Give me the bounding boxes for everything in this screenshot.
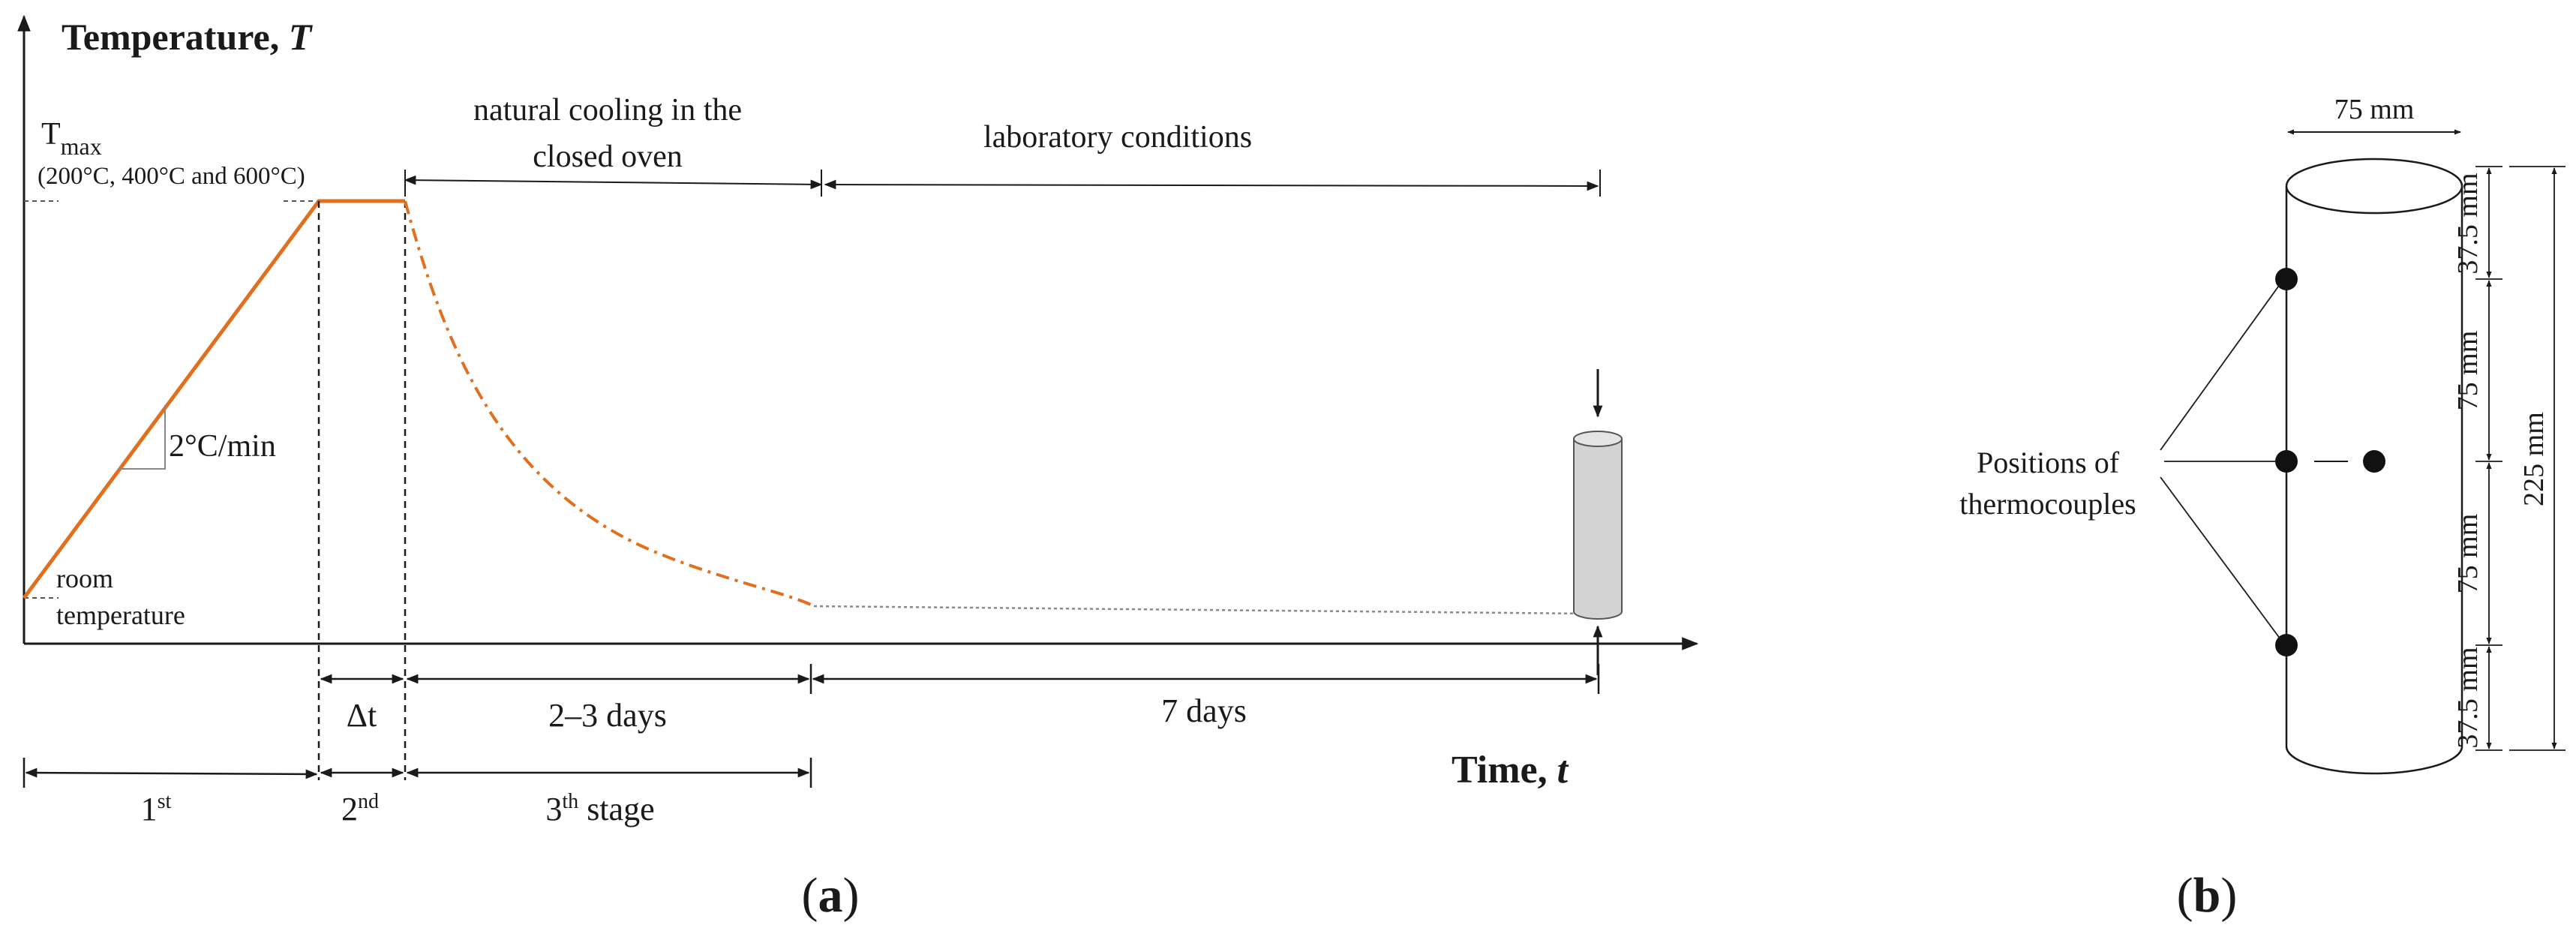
caption-a: (a) — [802, 868, 860, 923]
lab-conditions-line — [813, 605, 1591, 615]
caption-b: (b) — [2177, 868, 2238, 923]
room-temp-label: room — [56, 563, 113, 593]
lab-span-arrow — [824, 179, 1599, 191]
panel-b: 75 mm Positions of thermocouples 37.5 mm… — [1959, 94, 2565, 923]
lab-conditions-label: laboratory conditions — [983, 120, 1252, 155]
panel-a: Temperature, T Time, t Tmax (200°C, 400°… — [17, 14, 1699, 923]
specimen-cylinder — [1573, 431, 1623, 620]
cooling-duration-label: 2–3 days — [548, 697, 667, 734]
diameter-label: 75 mm — [2334, 94, 2415, 125]
cooling-span-arrow — [404, 175, 823, 190]
delta-t-label: Δt — [347, 697, 377, 734]
lab-duration-label: 7 days — [1161, 692, 1247, 729]
tmax-values: (200°C, 400°C and 600°C) — [38, 163, 305, 190]
thermocouple-point-bottom — [2275, 634, 2298, 656]
tmax-label: Tmax — [41, 117, 102, 160]
leader-top — [2160, 283, 2281, 451]
cooling-curve — [404, 200, 815, 608]
room-temp-label-2: temperature — [56, 600, 185, 630]
cylinder-bottom — [2285, 746, 2463, 775]
stage3-label: 3th stage — [545, 790, 654, 827]
x-axis-label: Time, t — [1452, 749, 1569, 791]
y-axis-label: Temperature, T — [62, 16, 314, 58]
total-height-label: 225 mm — [2518, 412, 2550, 506]
rate-label: 2°C/min — [169, 429, 276, 464]
thermocouple-point-center — [2363, 450, 2385, 473]
seg-top-label: 37.5 mm — [2452, 173, 2484, 274]
thermocouple-point-middle — [2275, 450, 2298, 473]
cylinder-top — [2285, 158, 2463, 215]
seg-bottom-label: 37.5 mm — [2452, 647, 2484, 748]
thermocouples-label-2: thermocouples — [1959, 487, 2136, 521]
slope-triangle — [119, 405, 166, 470]
heating-ramp-line — [22, 199, 405, 599]
cooling-label-2: closed oven — [533, 140, 682, 174]
thermocouples-label: Positions of — [1977, 446, 2120, 479]
seg-upper-label: 75 mm — [2452, 331, 2484, 411]
thermocouple-point-top — [2275, 268, 2298, 290]
leader-bottom — [2160, 476, 2281, 640]
seg-lower-label: 75 mm — [2452, 514, 2484, 594]
stage1-label: 1st — [141, 790, 172, 827]
stage2-label: 2nd — [341, 790, 379, 827]
stage1-arrow — [25, 767, 318, 779]
cooling-label: natural cooling in the — [473, 93, 742, 128]
